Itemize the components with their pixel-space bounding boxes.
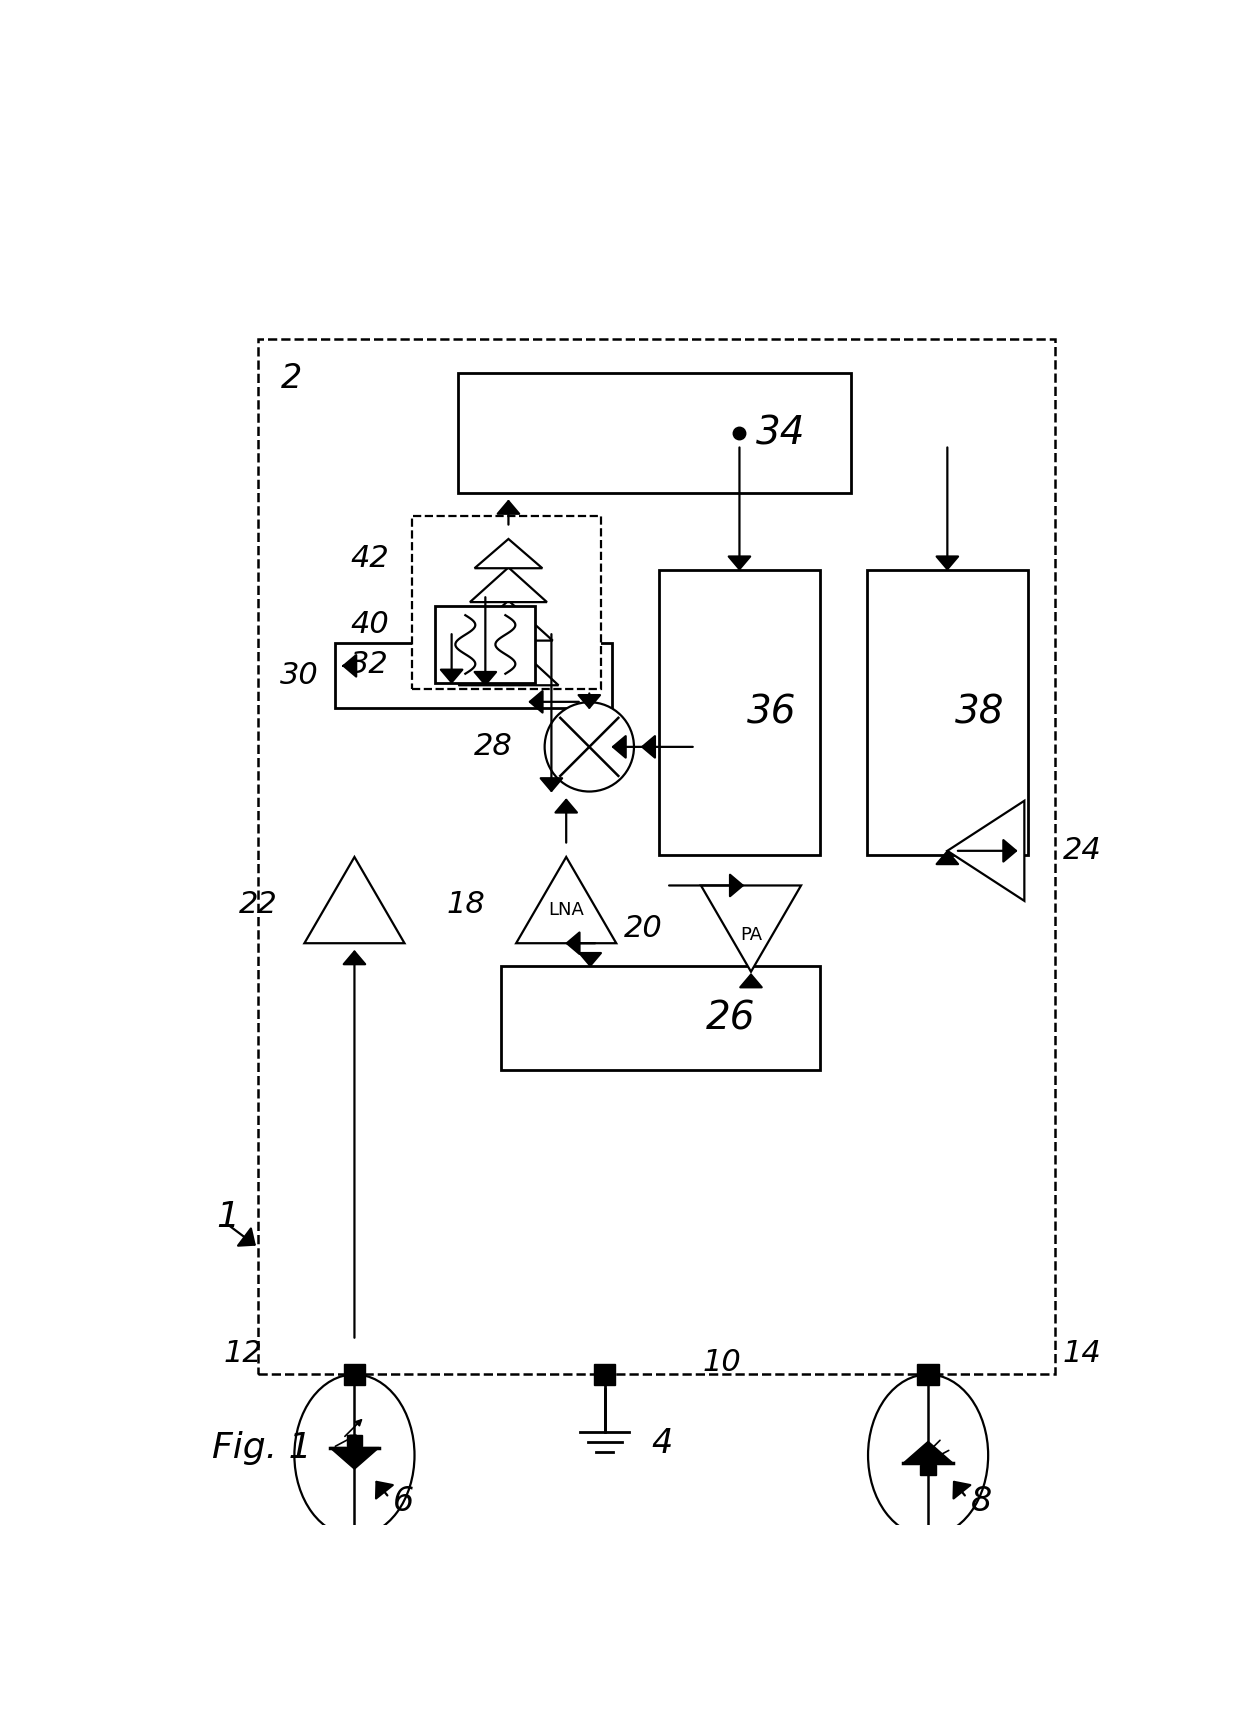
Text: 38: 38 (955, 694, 1004, 731)
Polygon shape (304, 856, 404, 944)
Polygon shape (475, 540, 542, 569)
Ellipse shape (294, 1374, 414, 1537)
Bar (920, 1465, 936, 1475)
Bar (501, 966, 821, 1071)
Polygon shape (701, 886, 801, 971)
Polygon shape (464, 601, 553, 641)
Text: 6: 6 (393, 1485, 414, 1518)
Text: 4: 4 (651, 1427, 672, 1459)
Circle shape (544, 702, 634, 791)
Ellipse shape (868, 1374, 988, 1537)
Bar (658, 570, 821, 855)
Text: 14: 14 (1063, 1340, 1101, 1369)
Text: 34: 34 (755, 415, 805, 452)
Text: 36: 36 (746, 694, 796, 731)
Text: 8: 8 (971, 1485, 992, 1518)
Text: Fig. 1: Fig. 1 (212, 1430, 311, 1465)
Bar (594, 1364, 615, 1386)
Text: 2: 2 (281, 361, 303, 396)
Bar (918, 1364, 939, 1386)
Text: 1: 1 (216, 1199, 239, 1233)
Text: 42: 42 (351, 543, 389, 572)
Text: 24: 24 (1063, 836, 1101, 865)
Text: 26: 26 (706, 999, 755, 1038)
Text: PA: PA (740, 927, 763, 944)
Text: 22: 22 (239, 891, 278, 918)
Polygon shape (516, 856, 616, 944)
Polygon shape (459, 639, 558, 685)
Polygon shape (470, 567, 547, 601)
Bar (435, 606, 536, 683)
Text: 28: 28 (474, 733, 512, 761)
Text: 30: 30 (279, 661, 319, 690)
Polygon shape (330, 1447, 379, 1470)
Polygon shape (904, 1441, 952, 1463)
Bar (347, 1435, 362, 1446)
Text: 12: 12 (223, 1340, 262, 1369)
Text: 20: 20 (624, 915, 662, 944)
Text: 18: 18 (446, 891, 485, 918)
Text: 40: 40 (351, 610, 389, 639)
Bar (343, 1364, 366, 1386)
Text: 32: 32 (351, 649, 389, 678)
Bar (335, 642, 613, 709)
Bar (867, 570, 1028, 855)
Bar (412, 516, 601, 689)
Bar (459, 373, 851, 493)
Text: 10: 10 (703, 1348, 742, 1377)
Polygon shape (947, 800, 1024, 901)
Bar (258, 339, 1055, 1374)
Text: LNA: LNA (548, 901, 584, 920)
